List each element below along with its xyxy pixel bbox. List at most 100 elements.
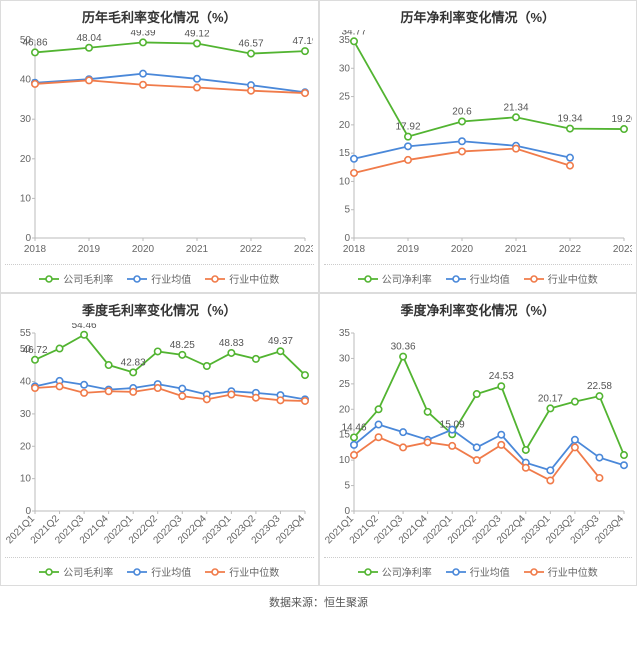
legend-swatch-icon — [446, 274, 466, 284]
legend-industry-avg: 行业均值 — [446, 564, 510, 579]
legend-label: 行业中位数 — [548, 564, 598, 579]
series-marker — [253, 356, 259, 362]
legend-swatch-icon — [446, 567, 466, 577]
svg-text:30: 30 — [338, 353, 350, 364]
series-marker — [140, 70, 146, 76]
legend-swatch-icon — [39, 567, 59, 577]
series-marker — [566, 162, 572, 168]
chart-title: 季度净利率变化情况（%） — [324, 300, 633, 319]
series-marker — [473, 444, 479, 450]
svg-text:20: 20 — [20, 441, 32, 452]
legend-label: 行业均值 — [151, 271, 191, 286]
series-marker — [130, 389, 136, 395]
chart-panel-annual_net: 历年净利率变化情况（%）0510152025303520182019202020… — [319, 0, 637, 293]
svg-text:10: 10 — [338, 455, 350, 466]
series-marker — [547, 477, 553, 483]
svg-text:30: 30 — [338, 63, 350, 74]
series-marker — [155, 385, 161, 391]
series-marker — [404, 143, 410, 149]
series-marker — [179, 393, 185, 399]
series-marker — [571, 437, 577, 443]
series-marker — [458, 138, 464, 144]
svg-text:25: 25 — [338, 379, 350, 390]
svg-text:2020: 2020 — [450, 244, 473, 255]
series-marker — [596, 393, 602, 399]
legend-label: 行业均值 — [151, 564, 191, 579]
svg-text:10: 10 — [338, 176, 350, 187]
series-marker — [375, 421, 381, 427]
point-label: 20.6 — [452, 106, 472, 117]
svg-text:0: 0 — [25, 233, 31, 244]
svg-text:40: 40 — [20, 377, 32, 388]
chart-title: 历年毛利率变化情况（%） — [5, 7, 314, 26]
svg-text:10: 10 — [20, 474, 32, 485]
series-line-industry_avg — [35, 74, 305, 93]
legend-swatch-icon — [358, 274, 378, 284]
series-marker — [81, 382, 87, 388]
series-marker — [424, 439, 430, 445]
series-marker — [228, 350, 234, 356]
chart-panel-quarter_gross: 季度毛利率变化情况（%）01020304050552021Q12021Q2202… — [0, 293, 319, 586]
series-marker — [596, 454, 602, 460]
series-marker — [404, 133, 410, 139]
series-marker — [350, 442, 356, 448]
series-marker — [350, 434, 356, 440]
series-marker — [302, 398, 308, 404]
legend-label: 行业均值 — [470, 564, 510, 579]
svg-text:2021: 2021 — [504, 244, 527, 255]
legend-swatch-icon — [127, 274, 147, 284]
series-marker — [155, 348, 161, 354]
svg-text:30: 30 — [20, 114, 32, 125]
series-marker — [302, 90, 308, 96]
legend-company: 公司净利率 — [358, 271, 432, 286]
series-marker — [179, 352, 185, 358]
legend-swatch-icon — [127, 567, 147, 577]
svg-text:40: 40 — [20, 75, 32, 86]
series-marker — [399, 353, 405, 359]
point-label: 21.34 — [503, 102, 528, 113]
series-marker — [140, 82, 146, 88]
series-line-industry_avg — [354, 425, 624, 471]
legend-company: 公司毛利率 — [39, 271, 113, 286]
series-marker — [248, 50, 254, 56]
series-marker — [228, 391, 234, 397]
point-label: 30.36 — [390, 342, 415, 353]
point-label: 24.53 — [488, 371, 513, 382]
series-marker — [620, 126, 626, 132]
legend-swatch-icon — [524, 274, 544, 284]
legend-industry-median: 行业中位数 — [524, 271, 598, 286]
legend-company: 公司净利率 — [358, 564, 432, 579]
svg-text:30: 30 — [20, 409, 32, 420]
series-marker — [32, 385, 38, 391]
series-marker — [194, 84, 200, 90]
series-marker — [130, 369, 136, 375]
series-marker — [105, 362, 111, 368]
point-label: 20.17 — [537, 393, 562, 404]
series-marker — [512, 145, 518, 151]
point-label: 54.46 — [72, 323, 97, 331]
legend-industry-avg: 行业均值 — [446, 271, 510, 286]
svg-text:15: 15 — [338, 148, 350, 159]
series-marker — [350, 452, 356, 458]
point-label: 19.26 — [611, 114, 632, 125]
point-label: 22.58 — [586, 381, 611, 392]
series-marker — [498, 432, 504, 438]
series-marker — [302, 372, 308, 378]
svg-text:25: 25 — [338, 92, 350, 103]
point-label: 48.25 — [170, 340, 195, 351]
legend-swatch-icon — [205, 567, 225, 577]
series-marker — [204, 363, 210, 369]
legend-swatch-icon — [358, 567, 378, 577]
series-marker — [473, 457, 479, 463]
legend-industry-avg: 行业均值 — [127, 271, 191, 286]
legend-label: 行业中位数 — [229, 564, 279, 579]
series-marker — [473, 391, 479, 397]
series-marker — [204, 396, 210, 402]
svg-text:2021: 2021 — [186, 244, 209, 255]
legend-industry-median: 行业中位数 — [524, 564, 598, 579]
series-marker — [498, 383, 504, 389]
series-marker — [56, 345, 62, 351]
point-label: 46.86 — [22, 37, 47, 48]
svg-text:20: 20 — [20, 154, 32, 165]
point-label: 17.92 — [395, 122, 420, 133]
